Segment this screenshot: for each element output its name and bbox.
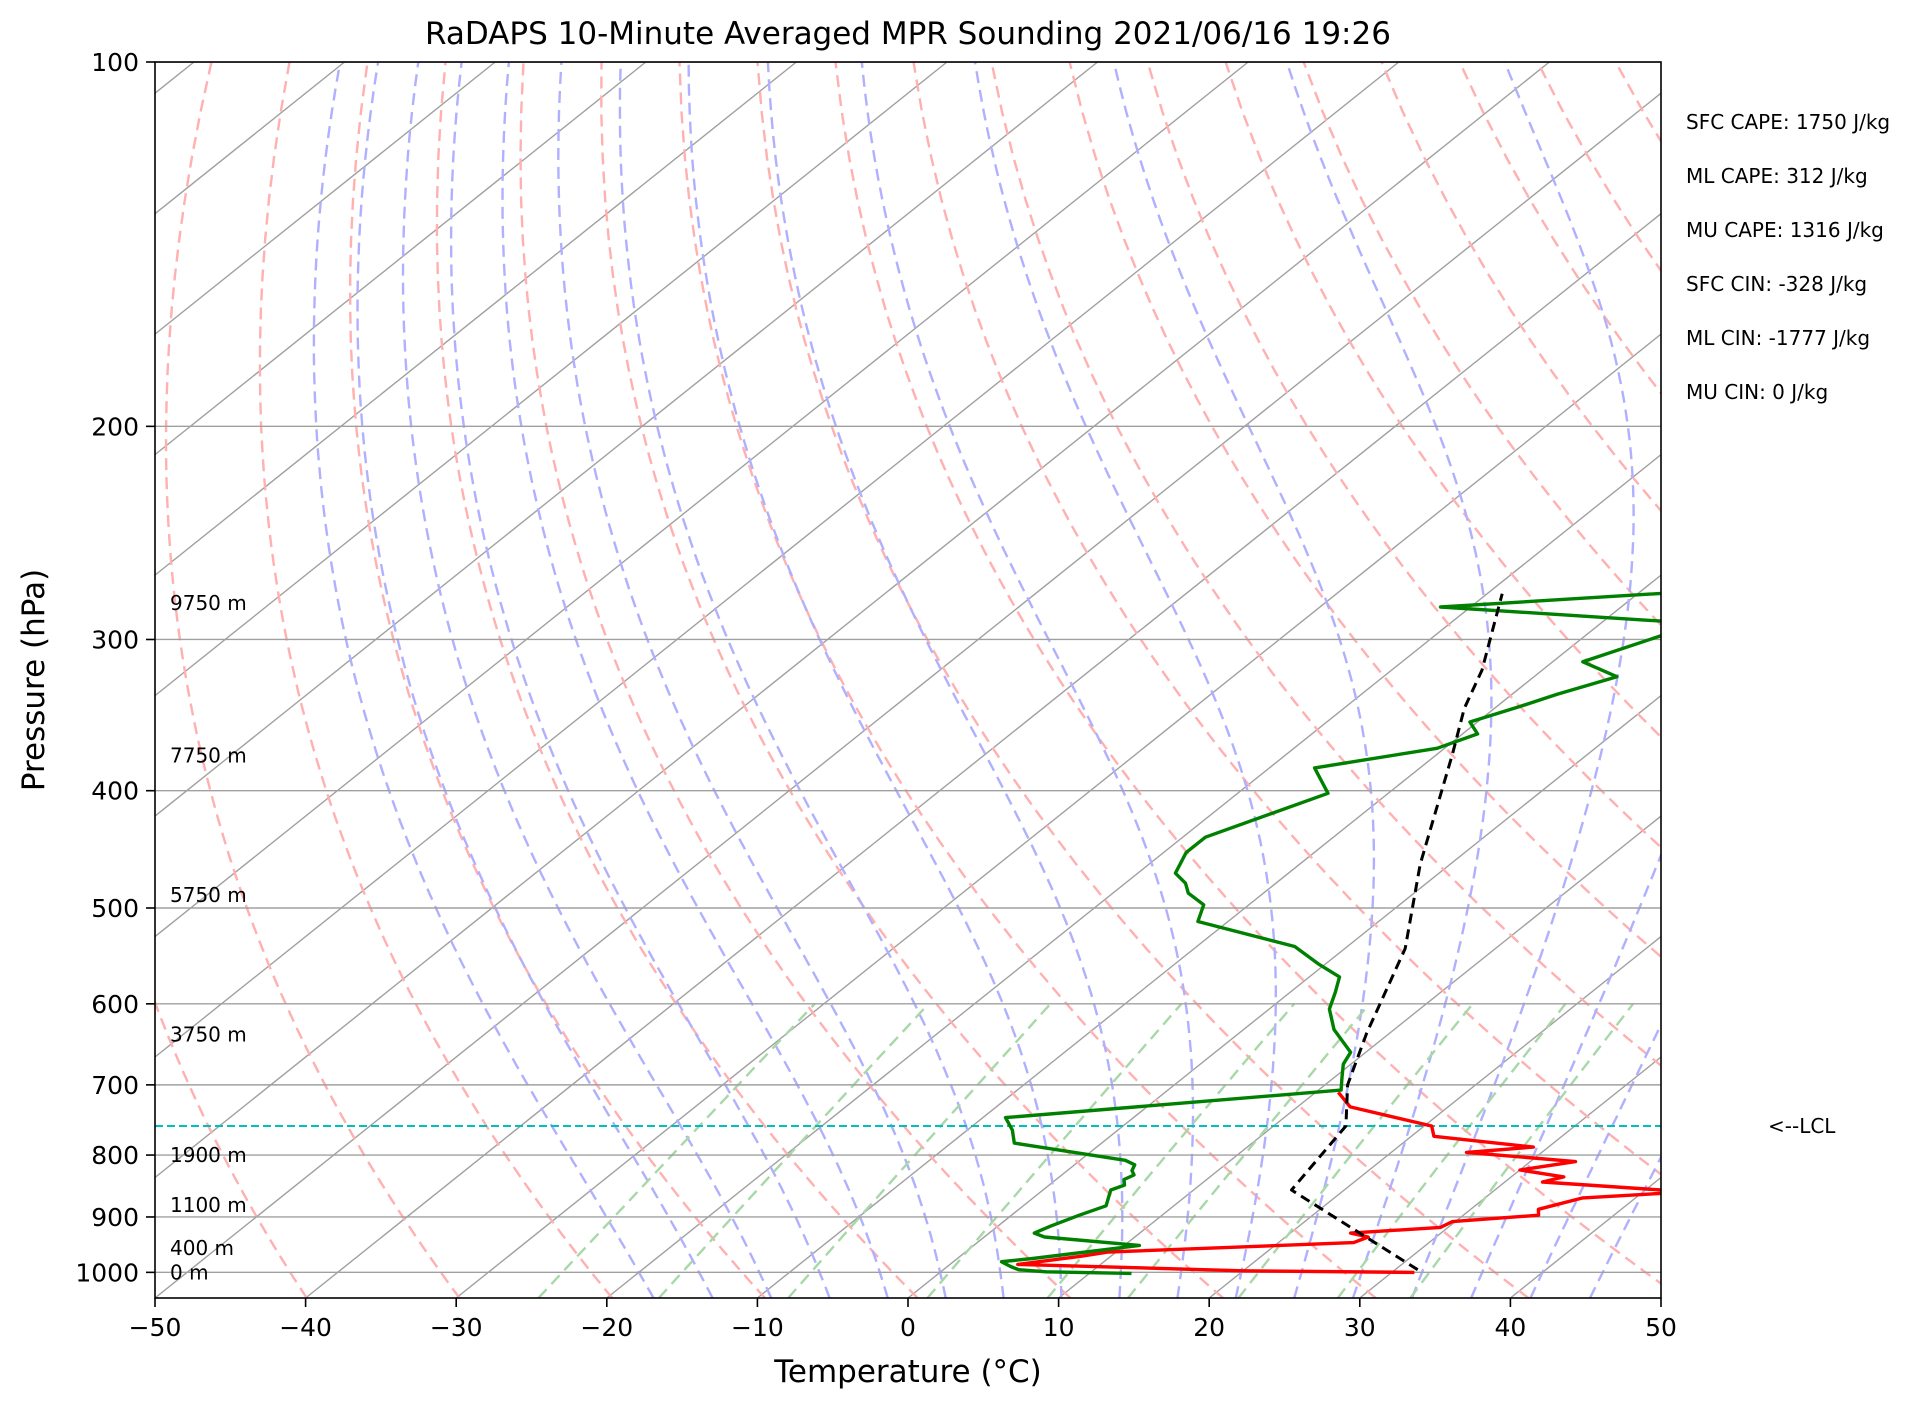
y-tick-label: 400 [91, 777, 139, 806]
y-tick-label: 100 [91, 48, 139, 77]
stability-index: ML CAPE: 312 J/kg [1686, 164, 1868, 188]
stability-index: SFC CAPE: 1750 J/kg [1686, 110, 1890, 134]
y-tick-label: 300 [91, 625, 139, 654]
x-tick-label: 40 [1494, 1313, 1526, 1342]
x-tick-label: 0 [900, 1313, 916, 1342]
height-label: 1900 m [170, 1143, 247, 1167]
height-label: 400 m [170, 1236, 234, 1260]
y-tick-label: 700 [91, 1071, 139, 1100]
height-label: 5750 m [170, 883, 247, 907]
y-axis-label: Pressure (hPa) [16, 569, 52, 791]
x-tick-label: 30 [1344, 1313, 1376, 1342]
height-label: 9750 m [170, 591, 247, 615]
stability-index: MU CAPE: 1316 J/kg [1686, 218, 1884, 242]
x-tick-label: −30 [430, 1313, 483, 1342]
y-tick-label: 200 [91, 412, 139, 441]
x-tick-label: −20 [580, 1313, 633, 1342]
x-tick-label: 10 [1043, 1313, 1075, 1342]
x-tick-label: −50 [129, 1313, 182, 1342]
x-tick-label: −10 [731, 1313, 784, 1342]
height-label: 7750 m [170, 743, 247, 767]
x-axis-label: Temperature (°C) [773, 1354, 1042, 1390]
lcl-label: <--LCL [1768, 1114, 1836, 1138]
x-tick-label: 20 [1193, 1313, 1225, 1342]
x-tick-label: −40 [279, 1313, 332, 1342]
height-label: 1100 m [170, 1193, 247, 1217]
stability-index: SFC CIN: -328 J/kg [1686, 272, 1867, 296]
height-label: 3750 m [170, 1023, 247, 1047]
chart-title: RaDAPS 10-Minute Averaged MPR Sounding 2… [425, 16, 1391, 52]
height-label: 0 m [170, 1260, 209, 1284]
y-tick-label: 500 [91, 894, 139, 923]
y-tick-label: 600 [91, 990, 139, 1019]
y-tick-label: 1000 [75, 1258, 139, 1287]
y-tick-label: 800 [91, 1141, 139, 1170]
y-tick-label: 900 [91, 1203, 139, 1232]
x-tick-label: 50 [1645, 1313, 1677, 1342]
stability-index: ML CIN: -1777 J/kg [1686, 326, 1870, 350]
stability-index: MU CIN: 0 J/kg [1686, 380, 1828, 404]
